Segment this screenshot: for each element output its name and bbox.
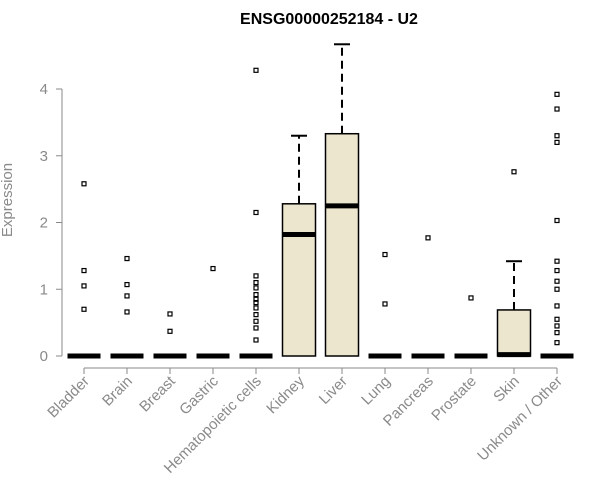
outlier-point: [210, 265, 216, 272]
y-tick-label: 4: [40, 81, 48, 98]
outlier-point: [253, 285, 259, 291]
outlier-point: [253, 300, 259, 306]
outlier-point: [468, 295, 474, 301]
x-tick-label: Kidney: [263, 372, 308, 417]
box-skin: [496, 169, 532, 358]
outlier-point: [554, 286, 560, 292]
outlier-point: [253, 67, 259, 73]
outlier-point: [167, 328, 173, 334]
outlier-point: [554, 316, 560, 322]
outlier-point: [554, 323, 560, 329]
outlier-point: [425, 235, 431, 241]
outlier-point: [554, 91, 560, 97]
outlier-point: [554, 278, 560, 284]
box-prostate: [454, 295, 488, 359]
x-tick-label: Lung: [358, 373, 394, 409]
y-tick-label: 0: [40, 348, 48, 365]
outlier-point: [382, 301, 388, 307]
outlier-point: [511, 169, 517, 175]
box-lung: [368, 251, 402, 359]
outlier-point: [554, 330, 560, 336]
outlier-point: [253, 318, 259, 324]
box-brain: [110, 255, 144, 359]
outlier-point: [124, 255, 130, 262]
outlier-point: [554, 267, 560, 274]
outlier-point: [253, 273, 259, 279]
box-iqr: [496, 309, 532, 357]
outlier-point: [253, 279, 259, 286]
outlier-point: [124, 309, 130, 315]
box-iqr: [324, 132, 360, 357]
outlier-point: [81, 181, 87, 187]
outlier-point: [253, 312, 259, 318]
outlier-point: [554, 258, 560, 264]
y-axis-label: Expression: [0, 163, 16, 237]
box-hematopoietic-cells: [239, 67, 273, 359]
outlier-point: [554, 106, 560, 112]
box-breast: [153, 311, 187, 359]
outlier-point: [554, 303, 560, 309]
outlier-point: [253, 296, 259, 302]
outlier-point: [124, 281, 130, 288]
outlier-point: [253, 209, 259, 216]
outlier-point: [81, 306, 87, 312]
box-kidney: [281, 134, 317, 357]
outlier-point: [253, 325, 259, 331]
x-tick-label: Brain: [99, 373, 136, 410]
x-tick-label: Liver: [316, 373, 351, 408]
y-tick-label: 3: [40, 148, 48, 165]
outlier-point: [554, 139, 560, 145]
box-unknown-other: [540, 91, 574, 359]
y-tick-label: 1: [40, 281, 48, 298]
box-iqr: [281, 203, 317, 357]
outlier-point: [253, 291, 259, 298]
box-liver: [324, 43, 360, 357]
outlier-point: [554, 217, 560, 224]
outlier-point: [124, 293, 130, 299]
box-series: [67, 43, 574, 359]
outlier-point: [167, 311, 173, 317]
outlier-point: [382, 251, 388, 258]
x-tick-label: Prostate: [428, 373, 480, 425]
x-tick-label: Breast: [136, 372, 179, 415]
box-bladder: [67, 181, 101, 359]
box-gastric: [196, 265, 230, 359]
x-tick-label: Bladder: [44, 373, 93, 422]
chart-title: ENSG00000252184 - U2: [240, 11, 418, 28]
y-axis: 0 1 2 3 4: [40, 81, 63, 365]
outlier-point: [81, 283, 87, 289]
outlier-point: [253, 337, 259, 343]
box-pancreas: [411, 235, 445, 359]
x-tick-label: Skin: [490, 373, 523, 406]
outlier-point: [253, 305, 259, 311]
y-tick-label: 2: [40, 215, 48, 232]
outlier-point: [81, 267, 87, 274]
outlier-point: [554, 340, 560, 346]
outlier-point: [554, 133, 560, 139]
